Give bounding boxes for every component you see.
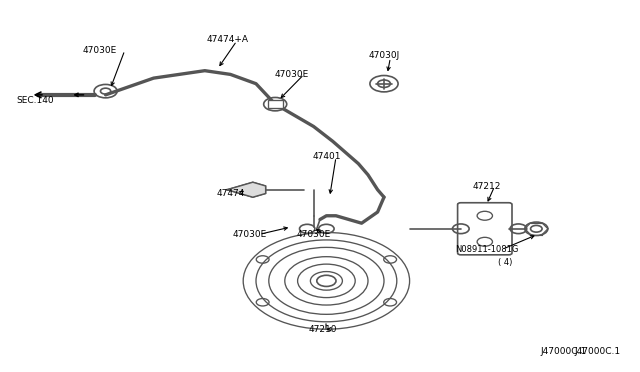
Text: 47210: 47210 <box>309 325 337 334</box>
Text: 47212: 47212 <box>472 182 500 190</box>
Text: 47030E: 47030E <box>82 46 116 55</box>
Polygon shape <box>227 182 266 197</box>
Text: SEC.140: SEC.140 <box>17 96 54 105</box>
Text: 47401: 47401 <box>312 152 340 161</box>
Text: N08911-1081G: N08911-1081G <box>454 245 518 254</box>
Text: J47000C.1: J47000C.1 <box>575 347 621 356</box>
Text: ( 4): ( 4) <box>499 258 513 267</box>
Text: J47000C.1: J47000C.1 <box>540 347 586 356</box>
Text: 47030E: 47030E <box>296 230 331 239</box>
Text: 47030E: 47030E <box>274 70 308 79</box>
Bar <box>268 100 283 108</box>
Text: 47474+A: 47474+A <box>206 35 248 44</box>
Text: 47030J: 47030J <box>369 51 399 60</box>
Text: 47030E: 47030E <box>232 230 267 239</box>
Text: 47474: 47474 <box>216 189 244 198</box>
FancyBboxPatch shape <box>458 203 512 255</box>
